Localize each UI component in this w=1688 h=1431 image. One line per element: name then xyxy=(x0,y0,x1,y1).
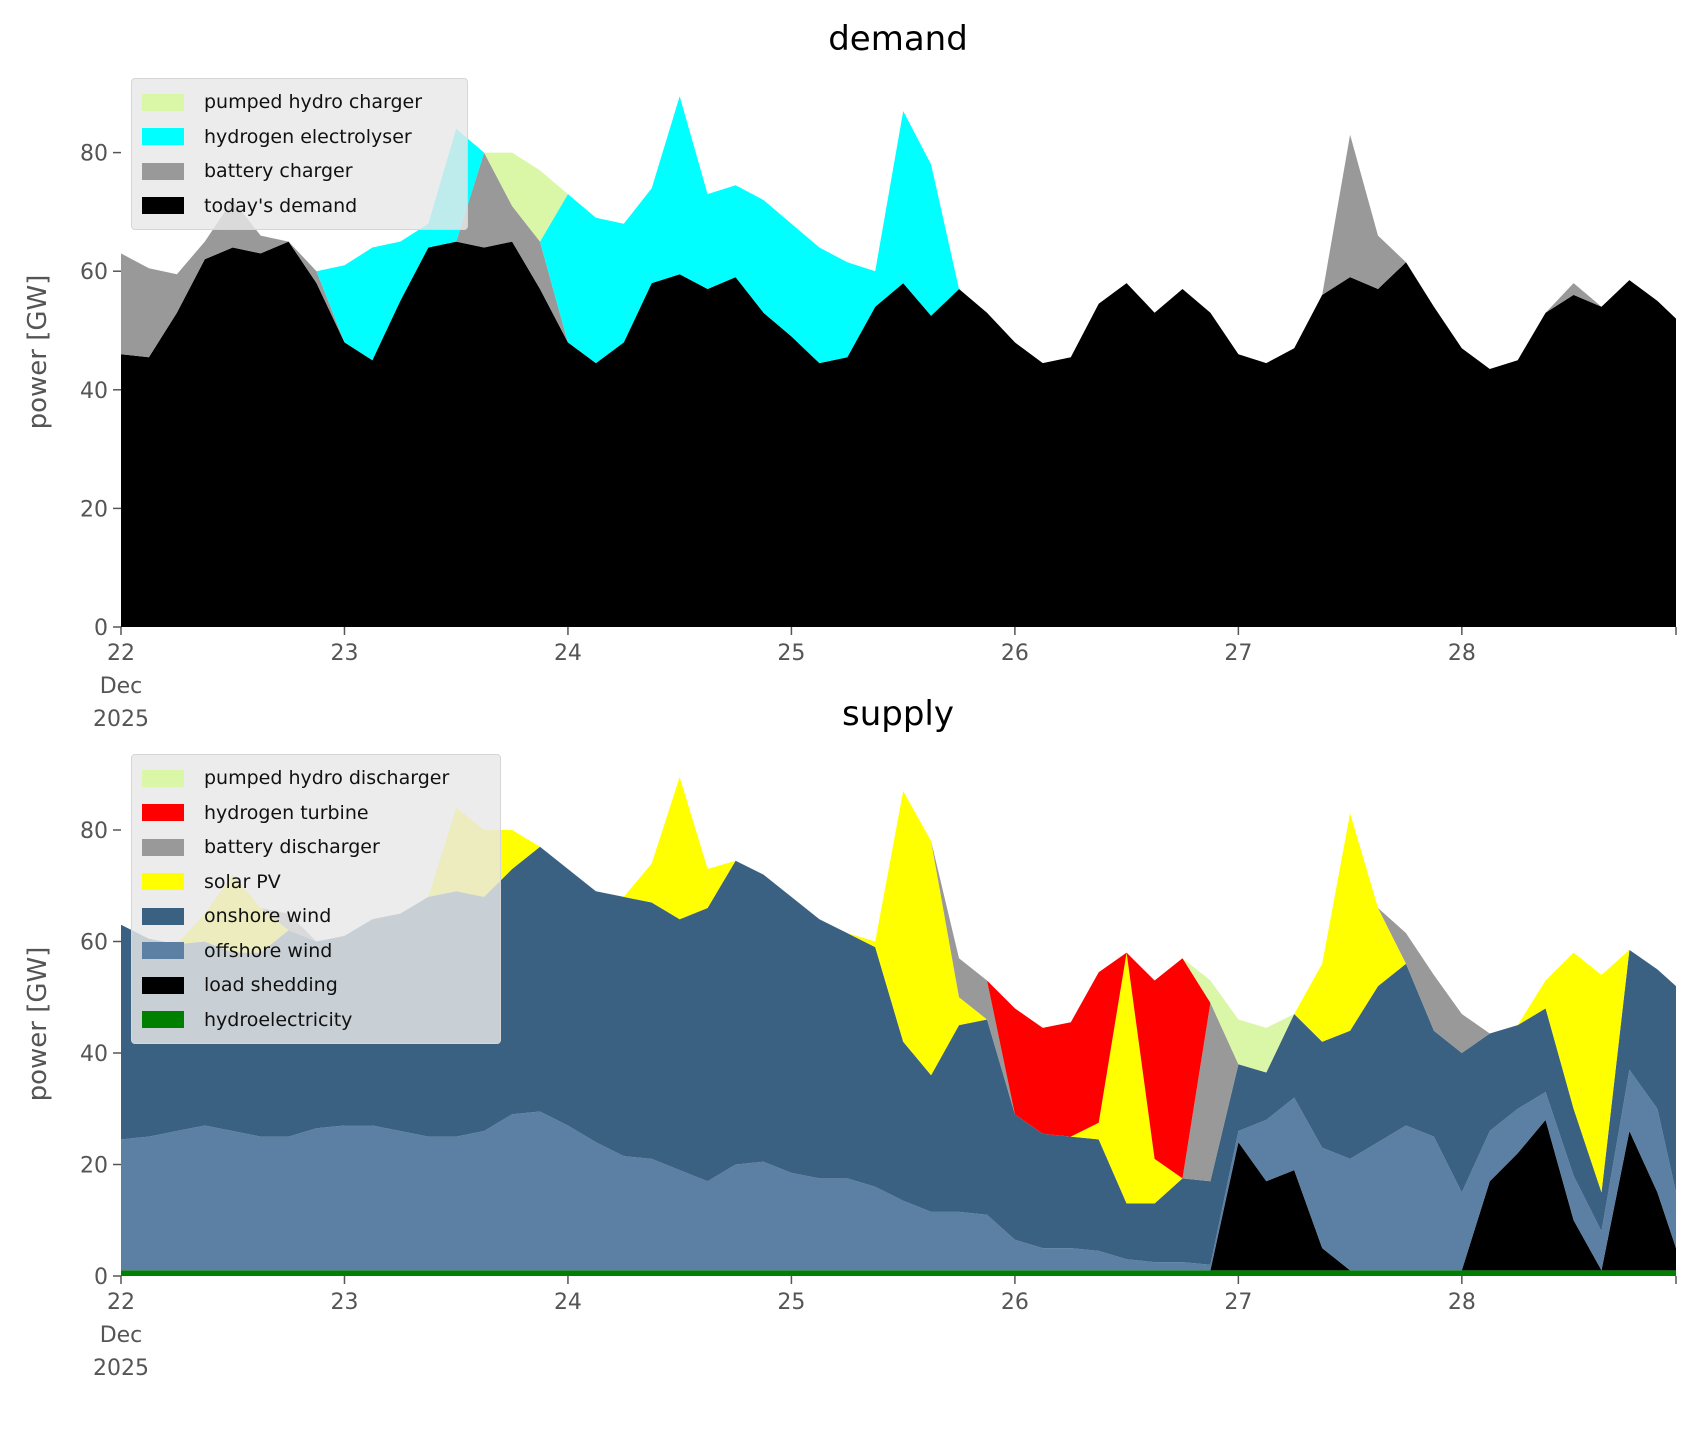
area-today-s-demand xyxy=(121,241,1676,627)
y-tick-label: 80 xyxy=(80,142,108,167)
demand-title: demand xyxy=(828,19,968,59)
legend-swatch xyxy=(142,128,184,146)
legend-label: pumped hydro charger xyxy=(204,91,423,114)
legend-item-hydrogen-turbine: hydrogen turbine xyxy=(142,796,490,831)
x-tick-label: 25 xyxy=(777,641,805,666)
legend-item-pumped-hydro-discharger: pumped hydro discharger xyxy=(142,761,490,796)
legend-item-battery-charger: battery charger xyxy=(142,154,457,189)
supply-legend: pumped hydro discharger hydrogen turbine b… xyxy=(131,754,501,1044)
legend-item-offshore-wind: offshore wind xyxy=(142,934,490,969)
legend-swatch xyxy=(142,942,184,960)
legend-item-onshore-wind: onshore wind xyxy=(142,899,490,934)
legend-swatch xyxy=(142,162,184,180)
x-tick-label: 24 xyxy=(554,641,582,666)
supply-axes: 0 20 40 60 80 22 Dec 2025 23 24 25 26 27 28 xyxy=(80,819,1677,1381)
legend-item-solar-pv: solar PV xyxy=(142,865,490,900)
legend-item-hydrogen-electrolyser: hydrogen electrolyser xyxy=(142,120,457,155)
y-tick-label: 0 xyxy=(94,616,108,641)
x-tick-label: 26 xyxy=(1001,1290,1029,1315)
legend-swatch xyxy=(142,873,184,891)
legend-swatch xyxy=(142,197,184,215)
legend-item-load-shedding: load shedding xyxy=(142,968,490,1003)
legend-label: solar PV xyxy=(204,870,281,893)
area-hydrogen-electrolyser xyxy=(121,96,1676,370)
legend-label: hydrogen turbine xyxy=(204,801,369,824)
y-tick-label: 60 xyxy=(80,931,108,956)
y-tick-label: 20 xyxy=(80,1154,108,1179)
x-tick-label: 22 Dec 2025 xyxy=(93,1290,149,1381)
legend-swatch xyxy=(142,838,184,856)
legend-item-hydroelectricity: hydroelectricity xyxy=(142,1003,490,1038)
area-pumped-hydro-charger xyxy=(121,96,1676,370)
legend-label: battery discharger xyxy=(204,836,380,859)
y-tick-label: 60 xyxy=(80,260,108,285)
demand-plot: 0 20 40 60 80 22 Dec 2025 23 24 25 26 27 28 demand po… xyxy=(23,19,1677,732)
legend-label: onshore wind xyxy=(204,905,332,928)
legend-swatch xyxy=(142,769,184,787)
area-load-shedding xyxy=(121,1119,1676,1271)
legend-item-today-s-demand: today's demand xyxy=(142,189,457,224)
y-tick-label: 20 xyxy=(80,497,108,522)
area-offshore-wind xyxy=(121,1069,1676,1271)
supply-title: supply xyxy=(842,694,954,734)
area-battery-charger xyxy=(121,134,1676,369)
demand-y-axis-label: power [GW] xyxy=(23,275,53,430)
legend-item-battery-discharger: battery discharger xyxy=(142,830,490,865)
x-tick-label: 24 xyxy=(554,1290,582,1315)
demand-areas xyxy=(121,96,1676,627)
x-tick-label: 22 Dec 2025 xyxy=(93,641,149,732)
x-tick-label: 23 xyxy=(330,1290,358,1315)
y-tick-label: 0 xyxy=(94,1265,108,1290)
x-tick-label: 28 xyxy=(1448,641,1476,666)
supply-y-axis-label: power [GW] xyxy=(23,947,53,1102)
area-solar-pv xyxy=(121,777,1676,1204)
legend-swatch xyxy=(142,976,184,994)
x-tick-label: 27 xyxy=(1224,641,1252,666)
legend-label: load shedding xyxy=(204,974,338,997)
legend-swatch xyxy=(142,93,184,111)
legend-item-pumped-hydro-charger: pumped hydro charger xyxy=(142,85,457,120)
x-tick-label: 25 xyxy=(777,1290,805,1315)
demand-axes: 0 20 40 60 80 22 Dec 2025 23 24 25 26 27 28 xyxy=(80,142,1677,732)
legend-label: offshore wind xyxy=(204,939,333,962)
x-tick-label: 23 xyxy=(330,641,358,666)
y-tick-label: 80 xyxy=(80,819,108,844)
legend-label: battery charger xyxy=(204,160,353,183)
legend-label: hydroelectricity xyxy=(204,1008,353,1031)
area-hydroelectricity xyxy=(121,1270,1676,1276)
legend-swatch xyxy=(142,907,184,925)
x-tick-label: 27 xyxy=(1224,1290,1252,1315)
y-tick-label: 40 xyxy=(80,1042,108,1067)
legend-label: hydrogen electrolyser xyxy=(204,125,412,148)
area-onshore-wind xyxy=(121,846,1676,1265)
legend-swatch xyxy=(142,804,184,822)
supply-plot: 0 20 40 60 80 22 Dec 2025 23 24 25 26 27 28 supply po… xyxy=(23,694,1677,1381)
legend-label: today's demand xyxy=(204,194,358,217)
y-tick-label: 40 xyxy=(80,379,108,404)
x-tick-label: 26 xyxy=(1001,641,1029,666)
legend-label: pumped hydro discharger xyxy=(204,767,450,790)
demand-legend: pumped hydro charger hydrogen electrolyse… xyxy=(131,78,468,230)
supply-areas xyxy=(121,777,1676,1276)
legend-swatch xyxy=(142,1011,184,1029)
x-tick-label: 28 xyxy=(1448,1290,1476,1315)
